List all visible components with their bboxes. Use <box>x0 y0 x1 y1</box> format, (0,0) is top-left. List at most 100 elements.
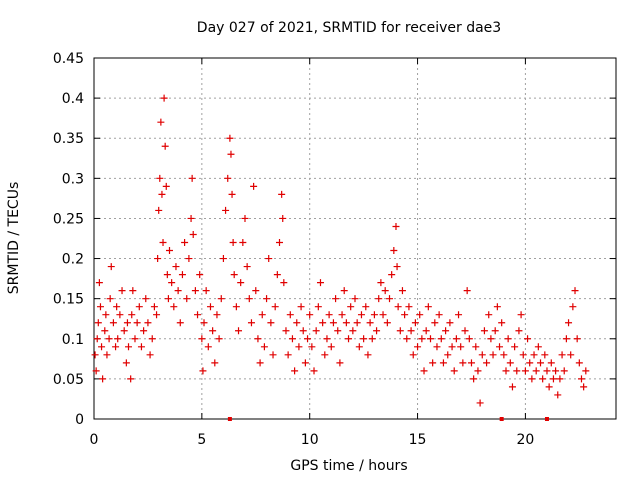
data-point <box>442 327 450 335</box>
data-point <box>508 383 516 391</box>
data-point <box>437 335 445 343</box>
data-point <box>526 359 534 367</box>
data-point <box>355 343 363 351</box>
data-point <box>502 367 510 375</box>
data-point <box>106 295 114 303</box>
data-point <box>504 335 512 343</box>
y-tick-label: 0.3 <box>62 171 84 187</box>
data-point <box>226 134 234 142</box>
data-point <box>128 311 136 319</box>
y-tick-label: 0.35 <box>53 131 84 147</box>
data-point <box>480 327 488 335</box>
data-point <box>556 375 564 383</box>
data-point <box>345 335 353 343</box>
data-point <box>260 343 268 351</box>
data-point <box>92 367 100 375</box>
data-point <box>155 206 163 214</box>
data-point <box>416 311 424 319</box>
data-point <box>455 311 463 319</box>
data-point <box>336 359 344 367</box>
data-point <box>448 343 456 351</box>
data-point <box>364 351 372 359</box>
data-point <box>112 343 120 351</box>
data-point <box>517 311 525 319</box>
data-point <box>228 190 236 198</box>
data-point <box>532 367 540 375</box>
y-axis-label: SRMTID / TECUs <box>6 182 22 295</box>
data-point <box>511 343 519 351</box>
data-point <box>215 335 223 343</box>
data-point <box>435 311 443 319</box>
data-point <box>191 287 199 295</box>
data-point <box>213 311 221 319</box>
data-point <box>487 335 495 343</box>
data-point <box>219 255 227 263</box>
data-point <box>304 335 312 343</box>
data-point <box>101 327 109 335</box>
data-point <box>96 303 104 311</box>
data-point <box>163 271 171 279</box>
data-point <box>189 230 197 238</box>
data-point <box>418 335 426 343</box>
data-point <box>562 335 570 343</box>
data-point <box>154 255 162 263</box>
y-tick-label: 0.15 <box>53 292 84 308</box>
data-point <box>314 303 322 311</box>
data-point <box>247 319 255 327</box>
data-point <box>150 303 158 311</box>
data-point <box>519 351 527 359</box>
data-point <box>329 319 337 327</box>
data-point <box>370 311 378 319</box>
data-point <box>142 295 150 303</box>
data-point <box>491 327 499 335</box>
data-point <box>113 303 121 311</box>
data-point <box>373 327 381 335</box>
data-point <box>573 335 581 343</box>
data-points <box>91 94 590 407</box>
data-point <box>457 343 465 351</box>
x-tick-label: 0 <box>90 432 99 448</box>
data-point <box>148 335 156 343</box>
data-point <box>185 255 193 263</box>
data-point <box>122 359 130 367</box>
data-point <box>332 295 340 303</box>
data-point <box>105 335 113 343</box>
data-point <box>131 335 139 343</box>
data-point <box>230 271 238 279</box>
data-point <box>552 367 560 375</box>
data-point <box>478 351 486 359</box>
data-point <box>470 375 478 383</box>
data-point <box>558 351 566 359</box>
y-axis: 0 0.05 0.1 0.15 0.2 0.25 0.3 0.35 0.4 0.45 <box>53 51 616 428</box>
data-point <box>327 343 335 351</box>
data-point <box>323 335 331 343</box>
data-point <box>349 327 357 335</box>
data-point <box>459 359 467 367</box>
data-point <box>176 319 184 327</box>
data-point <box>224 174 232 182</box>
data-point <box>258 311 266 319</box>
data-point <box>463 287 471 295</box>
data-point <box>93 335 101 343</box>
data-point <box>168 279 176 287</box>
data-point <box>129 287 137 295</box>
data-point <box>530 351 538 359</box>
data-point <box>291 367 299 375</box>
data-point <box>368 335 376 343</box>
data-point <box>222 206 230 214</box>
data-point <box>575 359 583 367</box>
y-tick-label: 0 <box>75 412 84 428</box>
data-point <box>426 335 434 343</box>
x-tick-label: 20 <box>516 432 534 448</box>
data-point <box>496 343 504 351</box>
data-point <box>103 351 111 359</box>
data-point <box>256 359 264 367</box>
data-point <box>284 351 292 359</box>
data-point <box>276 239 284 247</box>
data-point <box>461 327 469 335</box>
data-point <box>187 214 195 222</box>
data-point <box>485 311 493 319</box>
data-point <box>452 335 460 343</box>
data-point <box>118 287 126 295</box>
